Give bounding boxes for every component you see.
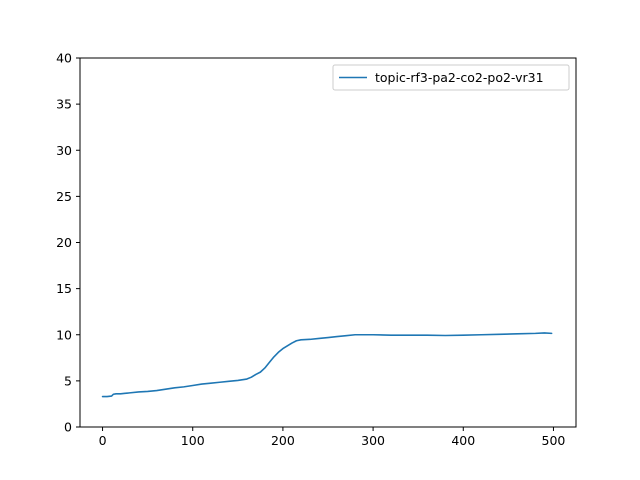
legend-label: topic-rf3-pa2-co2-po2-vr31: [375, 70, 544, 85]
y-tick-label: 25: [56, 189, 72, 204]
y-tick-label: 20: [56, 235, 72, 250]
y-tick-label: 35: [56, 97, 72, 112]
y-tick-label: 0: [64, 420, 72, 435]
y-tick-label: 5: [64, 373, 72, 388]
x-axis: 0 100 200 300 400 500: [99, 427, 566, 448]
x-tick-label: 100: [181, 433, 205, 448]
series-layer: [101, 332, 553, 398]
plot-area: [79, 57, 577, 428]
x-tick-label: 300: [361, 433, 385, 448]
y-tick-label: 10: [56, 327, 72, 342]
legend: topic-rf3-pa2-co2-po2-vr31: [332, 64, 570, 91]
y-tick-label: 30: [56, 143, 72, 158]
y-tick-label: 40: [56, 51, 72, 66]
series-line-0: [101, 332, 553, 398]
x-tick-label: 0: [99, 433, 107, 448]
x-tick-label: 400: [451, 433, 475, 448]
y-axis: 0 5 10 15 20 25 30 35 40: [56, 51, 80, 435]
x-tick-label: 500: [542, 433, 566, 448]
x-tick-label: 200: [271, 433, 295, 448]
y-tick-label: 15: [56, 281, 72, 296]
legend-box: [332, 64, 570, 91]
